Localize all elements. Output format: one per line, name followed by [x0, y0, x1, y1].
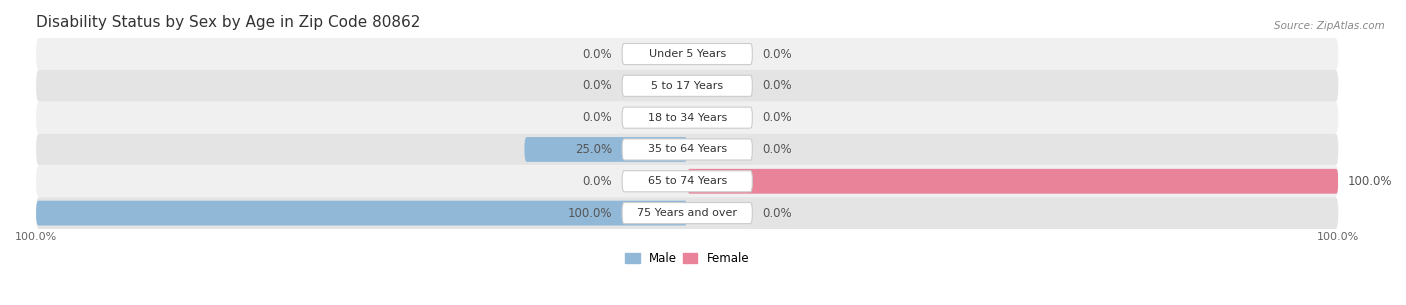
- FancyBboxPatch shape: [37, 38, 1339, 70]
- Text: 35 to 64 Years: 35 to 64 Years: [648, 145, 727, 154]
- Text: 0.0%: 0.0%: [582, 79, 613, 92]
- FancyBboxPatch shape: [37, 197, 1339, 229]
- FancyBboxPatch shape: [621, 139, 752, 160]
- FancyBboxPatch shape: [621, 107, 752, 128]
- Text: Under 5 Years: Under 5 Years: [648, 49, 725, 59]
- FancyBboxPatch shape: [621, 75, 752, 96]
- FancyBboxPatch shape: [688, 169, 1339, 194]
- FancyBboxPatch shape: [37, 165, 1339, 197]
- Text: 75 Years and over: 75 Years and over: [637, 208, 737, 218]
- Text: 100.0%: 100.0%: [568, 206, 613, 220]
- Text: Source: ZipAtlas.com: Source: ZipAtlas.com: [1274, 21, 1385, 31]
- Text: 0.0%: 0.0%: [762, 48, 792, 60]
- FancyBboxPatch shape: [621, 171, 752, 192]
- FancyBboxPatch shape: [37, 70, 1339, 102]
- Text: 0.0%: 0.0%: [582, 175, 613, 188]
- Text: 0.0%: 0.0%: [762, 79, 792, 92]
- FancyBboxPatch shape: [37, 134, 1339, 165]
- Text: 0.0%: 0.0%: [582, 111, 613, 124]
- FancyBboxPatch shape: [524, 137, 688, 162]
- Text: 65 to 74 Years: 65 to 74 Years: [648, 176, 727, 186]
- Text: 100.0%: 100.0%: [1348, 175, 1392, 188]
- Text: 25.0%: 25.0%: [575, 143, 613, 156]
- FancyBboxPatch shape: [37, 201, 688, 225]
- FancyBboxPatch shape: [37, 102, 1339, 134]
- Text: 18 to 34 Years: 18 to 34 Years: [648, 113, 727, 123]
- Text: 0.0%: 0.0%: [762, 206, 792, 220]
- Text: 0.0%: 0.0%: [762, 143, 792, 156]
- Legend: Male, Female: Male, Female: [626, 252, 749, 265]
- Text: 0.0%: 0.0%: [762, 111, 792, 124]
- Text: 5 to 17 Years: 5 to 17 Years: [651, 81, 723, 91]
- FancyBboxPatch shape: [621, 44, 752, 65]
- FancyBboxPatch shape: [621, 203, 752, 224]
- Text: Disability Status by Sex by Age in Zip Code 80862: Disability Status by Sex by Age in Zip C…: [37, 15, 420, 30]
- Text: 0.0%: 0.0%: [582, 48, 613, 60]
